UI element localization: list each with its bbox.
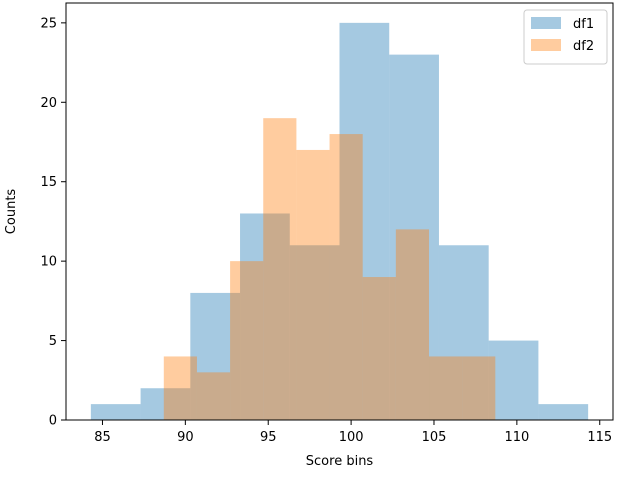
df2-bar-9 — [462, 356, 496, 420]
x-tick-label-115: 115 — [587, 430, 612, 445]
df2-bar-6 — [362, 277, 396, 420]
x-tick-label-100: 100 — [339, 430, 364, 445]
y-axis: 0 5 10 15 20 25 — [40, 16, 66, 429]
df1-bar-1 — [140, 388, 191, 420]
df1-bar-7 — [438, 245, 489, 420]
y-tick-label-10: 10 — [40, 255, 57, 270]
df1-bar-8 — [488, 340, 539, 420]
x-tick-label-90: 90 — [177, 430, 194, 445]
plot-frame — [65, 2, 614, 421]
y-tick-label-0: 0 — [49, 414, 57, 429]
df1-bar-4 — [289, 245, 340, 420]
legend-swatch-df2 — [531, 39, 561, 51]
x-axis: 85 90 95 100 105 110 115 — [94, 420, 612, 445]
x-tick-label-85: 85 — [94, 430, 111, 445]
y-tick-label-15: 15 — [40, 175, 57, 190]
df2-bar-4 — [296, 149, 330, 420]
y-axis-label: Counts — [4, 189, 19, 235]
x-axis-label: Score bins — [306, 454, 374, 469]
df1-bar-6 — [389, 54, 439, 420]
y-tick-label-5: 5 — [49, 334, 57, 349]
df2-bar-3 — [263, 118, 297, 421]
df1-bar-3 — [240, 213, 290, 420]
legend-label-df1: df1 — [573, 17, 594, 32]
df1-bar-5 — [339, 22, 390, 420]
df2-bar-5 — [329, 134, 363, 421]
x-tick-label-110: 110 — [504, 430, 529, 445]
x-tick-label-105: 105 — [422, 430, 447, 445]
df1-bar-9 — [538, 404, 589, 420]
df1-bar-2 — [190, 292, 241, 420]
bars-layer — [90, 22, 589, 421]
legend-swatch-df1 — [531, 17, 561, 29]
legend-label-df2: df2 — [573, 39, 594, 54]
df2-bar-2 — [230, 261, 264, 420]
y-tick-label-20: 20 — [40, 96, 57, 111]
x-tick-label-95: 95 — [260, 430, 277, 445]
df2-bar-1 — [196, 372, 231, 420]
df2-bar-8 — [429, 356, 463, 420]
df2-bar-7 — [395, 229, 430, 420]
legend-box — [523, 9, 608, 65]
y-tick-label-25: 25 — [40, 16, 57, 31]
df1-bar-0 — [90, 404, 141, 420]
df2-bar-0 — [163, 356, 197, 420]
